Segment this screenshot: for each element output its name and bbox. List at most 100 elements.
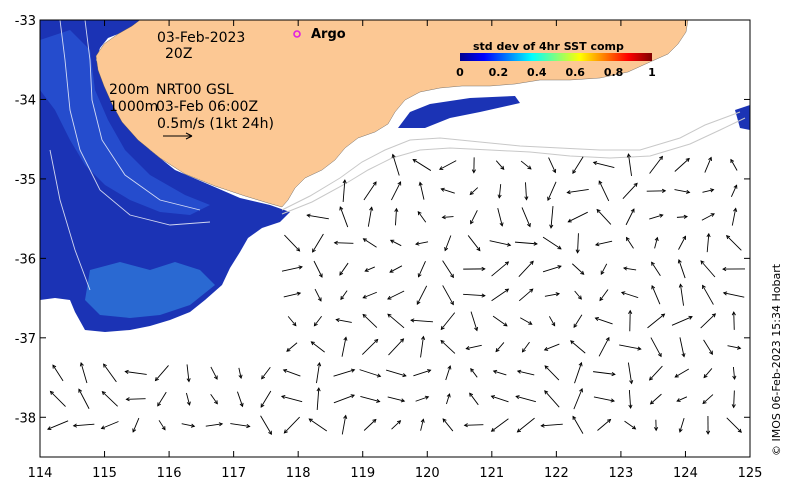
current-vector-arrow <box>572 415 584 434</box>
current-vector-arrow <box>678 283 685 306</box>
current-vector-arrow <box>154 365 169 382</box>
current-vector-arrow <box>420 335 426 358</box>
current-vector-arrow <box>413 369 432 377</box>
lon-tick-label: 120 <box>415 466 440 481</box>
current-vector-arrow <box>649 155 663 174</box>
contour-west-3 <box>49 149 91 291</box>
current-vector-arrow <box>624 420 637 430</box>
current-vector-arrow <box>316 361 322 384</box>
current-vector-arrow <box>547 181 557 202</box>
scale-label: 0.5m/s (1kt 24h) <box>157 116 274 132</box>
current-vector-arrow <box>722 291 745 298</box>
current-vector-arrow <box>157 391 167 407</box>
current-vector-arrow <box>387 313 405 329</box>
current-vector-arrow <box>542 265 562 273</box>
current-vector-arrow <box>340 290 348 301</box>
lon-tick-label: 123 <box>608 466 633 481</box>
current-vector-arrow <box>465 344 482 351</box>
current-vector-arrow <box>386 369 407 378</box>
current-vector-arrow <box>463 293 486 298</box>
current-vector-arrow <box>495 342 505 353</box>
current-vector-arrow <box>596 208 612 225</box>
current-vector-arrow <box>441 215 454 220</box>
current-vector-arrow <box>389 265 403 273</box>
current-vector-arrow <box>490 418 509 432</box>
current-vector-arrow <box>597 418 612 431</box>
current-vector-arrow <box>391 420 402 430</box>
current-vector-arrow <box>132 417 140 433</box>
current-vector-arrow <box>516 417 535 433</box>
current-vector-arrow <box>702 188 715 193</box>
current-vector-arrow <box>463 423 484 428</box>
lat-tick-label: -33 <box>15 14 36 29</box>
lon-tick-label: 117 <box>221 466 246 481</box>
current-vector-arrow <box>283 291 302 298</box>
current-vector-arrow <box>103 363 117 383</box>
current-vector-arrow <box>540 423 563 428</box>
current-vector-arrow <box>593 371 616 377</box>
sst-field-patch-124 <box>735 105 750 130</box>
current-vector-arrow <box>280 395 303 403</box>
current-vector-arrow <box>701 213 715 221</box>
current-vector-arrow <box>101 391 118 407</box>
current-vector-arrow <box>387 396 406 403</box>
current-vector-arrow <box>515 395 536 403</box>
lon-tick-label: 118 <box>286 466 311 481</box>
colorbar <box>460 53 652 61</box>
lon-tick-label: 121 <box>479 466 504 481</box>
current-vector-arrow <box>524 182 529 201</box>
current-vector-arrow <box>521 207 531 228</box>
current-vector-arrow <box>549 206 554 229</box>
current-vector-arrow <box>571 263 585 275</box>
current-vector-arrow <box>646 188 667 193</box>
current-vector-arrow <box>492 369 507 376</box>
current-vector-arrow <box>444 235 452 252</box>
current-vector-arrow <box>181 423 196 428</box>
current-vector-arrow <box>388 338 405 356</box>
current-vector-arrow <box>313 260 323 278</box>
colorbar-legend: std dev of 4hr SST comp 0 0.2 0.4 0.6 0.8 1 <box>456 40 656 79</box>
current-vector-arrow <box>205 422 224 427</box>
current-vector-arrow <box>47 420 69 431</box>
current-vector-arrow <box>391 153 400 176</box>
current-vector-arrow <box>339 262 349 276</box>
current-vector-arrow <box>124 369 147 375</box>
current-vector-arrow <box>678 235 687 250</box>
current-vector-arrow <box>520 160 532 170</box>
current-vector-arrow <box>731 207 738 226</box>
current-vector-arrow <box>622 266 637 271</box>
current-vector-arrow <box>542 236 562 250</box>
current-vector-arrow <box>438 160 457 170</box>
product-time-label: 03-Feb 06:00Z <box>156 99 258 115</box>
current-vector-arrow <box>52 364 64 382</box>
current-vector-arrow <box>731 311 736 330</box>
current-vector-arrow <box>440 187 455 194</box>
current-vector-arrow <box>628 389 633 409</box>
current-vector-arrow <box>543 343 560 351</box>
current-vector-arrow <box>283 416 300 434</box>
current-vector-arrow <box>360 395 381 403</box>
sst-field-west <box>40 20 290 332</box>
current-vector-arrow <box>469 392 479 406</box>
current-vector-arrow <box>548 157 557 174</box>
current-vector-arrow <box>492 315 508 327</box>
credit-label: © IMOS 06-Feb-2023 15:34 Hobart <box>770 263 783 456</box>
current-vector-arrow <box>650 337 662 358</box>
current-vector-arrow <box>703 339 713 355</box>
current-vector-arrow <box>594 240 613 247</box>
current-vector-arrow <box>186 364 191 383</box>
current-vector-arrow <box>625 236 634 249</box>
current-vector-arrow <box>544 365 560 381</box>
current-vector-arrow <box>731 390 736 409</box>
current-vector-arrow <box>333 240 354 245</box>
current-vector-arrow <box>628 309 633 332</box>
current-vector-arrow <box>362 291 377 299</box>
legend-tick-label: 0.8 <box>604 66 624 79</box>
contour-west-2 <box>84 20 201 211</box>
current-vector-arrow <box>389 239 402 247</box>
argo-label: Argo <box>311 27 346 42</box>
current-vector-arrow <box>362 338 379 355</box>
current-vector-arrow <box>544 292 561 297</box>
current-vector-arrow <box>654 236 659 249</box>
